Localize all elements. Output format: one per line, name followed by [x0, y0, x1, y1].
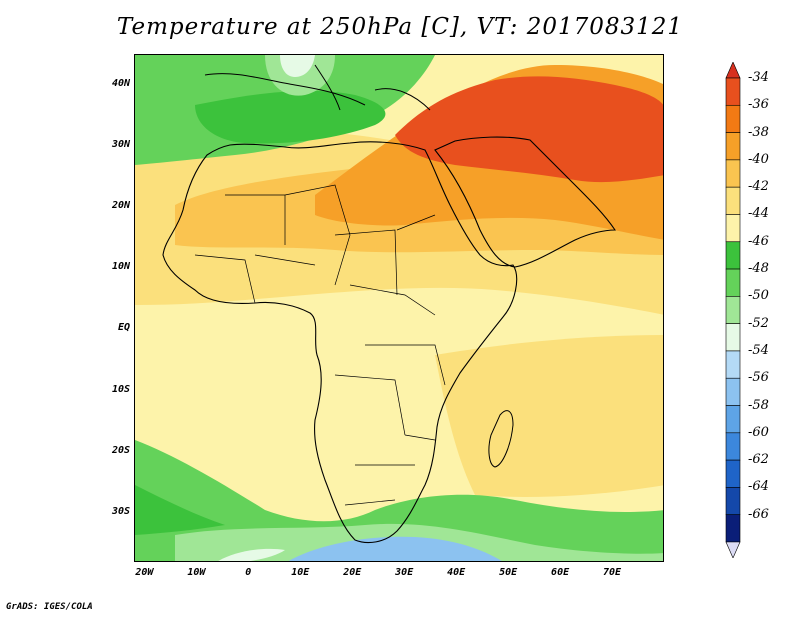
colorbar-tick-label: -50 — [748, 288, 769, 304]
country-borders — [194, 184, 446, 506]
colorbar-tick-label: -60 — [748, 424, 769, 440]
chart-title: Temperature at 250hPa [C], VT: 201708312… — [116, 14, 684, 40]
colorbar — [725, 62, 741, 558]
colorbar-swatch — [725, 459, 741, 488]
colorbar-tick-label: -54 — [748, 342, 769, 358]
mediterranean-coastline — [204, 64, 431, 111]
colorbar-tick-label: -62 — [748, 452, 769, 468]
colorbar-swatch — [725, 405, 741, 434]
colorbar-tick-label: -58 — [748, 397, 769, 413]
longitude-tick-label: 30E — [395, 567, 414, 578]
colorbar-tick-label: -42 — [748, 179, 769, 195]
africa-coastline — [162, 141, 518, 544]
map-plot-area — [134, 54, 664, 562]
temperature-field-map — [135, 55, 663, 561]
latitude-tick-label: 30N — [111, 138, 130, 150]
latitude-tick-label: 10N — [111, 261, 130, 273]
colorbar-swatch — [725, 514, 741, 543]
latitude-tick-label: 20S — [111, 444, 130, 456]
field-band-green-atlantic — [135, 55, 175, 155]
colorbar-tick-label: -64 — [748, 479, 769, 495]
latitude-tick-label: EQ — [117, 322, 130, 334]
colorbar-tick-label: -34 — [748, 70, 769, 85]
field-band-paleblue-south — [218, 548, 285, 561]
colorbar-swatch — [725, 350, 741, 379]
colorbar-swatch — [725, 377, 741, 406]
longitude-tick-label: 40E — [447, 567, 466, 578]
colorbar-tick-label: -40 — [748, 151, 769, 167]
colorbar-swatch — [725, 132, 741, 161]
latitude-tick-label: 10S — [111, 383, 130, 395]
latitude-tick-label: 30S — [111, 506, 130, 518]
colorbar-top-arrow — [725, 62, 741, 79]
colorbar-swatch — [725, 296, 741, 324]
colorbar-tick-label: -48 — [748, 261, 769, 277]
colorbar-tick-label: -38 — [748, 124, 769, 140]
longitude-tick-label: 70E — [603, 567, 622, 578]
field-band-darkgreen-south — [135, 485, 225, 535]
colorbar-tick-label: -46 — [748, 233, 769, 249]
longitude-tick-label: 0 — [245, 567, 252, 578]
latitude-tick-label: 20N — [111, 200, 130, 211]
longitude-tick-label: 20E — [343, 567, 362, 578]
colorbar-swatch — [725, 432, 741, 461]
software-credit: GrADS: IGES/COLA — [6, 602, 93, 612]
colorbar-tick-label: -56 — [748, 370, 769, 386]
longitude-tick-label: 50E — [499, 567, 518, 578]
field-band-paleblue-alps — [280, 55, 315, 77]
colorbar-tick-label: -36 — [748, 97, 769, 113]
colorbar-swatch — [725, 77, 741, 106]
longitude-tick-label: 10E — [291, 567, 310, 578]
colorbar-tick-label: -44 — [748, 206, 769, 222]
colorbar-swatch — [725, 214, 741, 243]
colorbar-tick-label: -52 — [748, 315, 769, 331]
colorbar-swatch — [725, 487, 741, 516]
colorbar-swatch — [725, 104, 741, 133]
latitude-tick-label: 40N — [111, 77, 130, 89]
longitude-tick-label: 10W — [187, 567, 206, 578]
longitude-tick-label: 60E — [551, 567, 570, 578]
field-band-warm-core — [395, 76, 663, 183]
field-band-blue-south — [288, 536, 502, 561]
colorbar-bottom-arrow — [725, 541, 741, 558]
field-band-yellow-south — [435, 335, 663, 497]
colorbar-swatch — [725, 268, 741, 297]
colorbar-swatch — [725, 323, 741, 352]
colorbar-tick-label: -66 — [748, 506, 769, 522]
colorbar-swatch — [725, 159, 741, 188]
colorbar-swatch — [725, 241, 741, 270]
madagascar-coastline — [488, 410, 514, 468]
longitude-tick-label: 20W — [135, 567, 154, 578]
colorbar-swatch — [725, 186, 741, 215]
arabia-coastline — [434, 136, 617, 268]
